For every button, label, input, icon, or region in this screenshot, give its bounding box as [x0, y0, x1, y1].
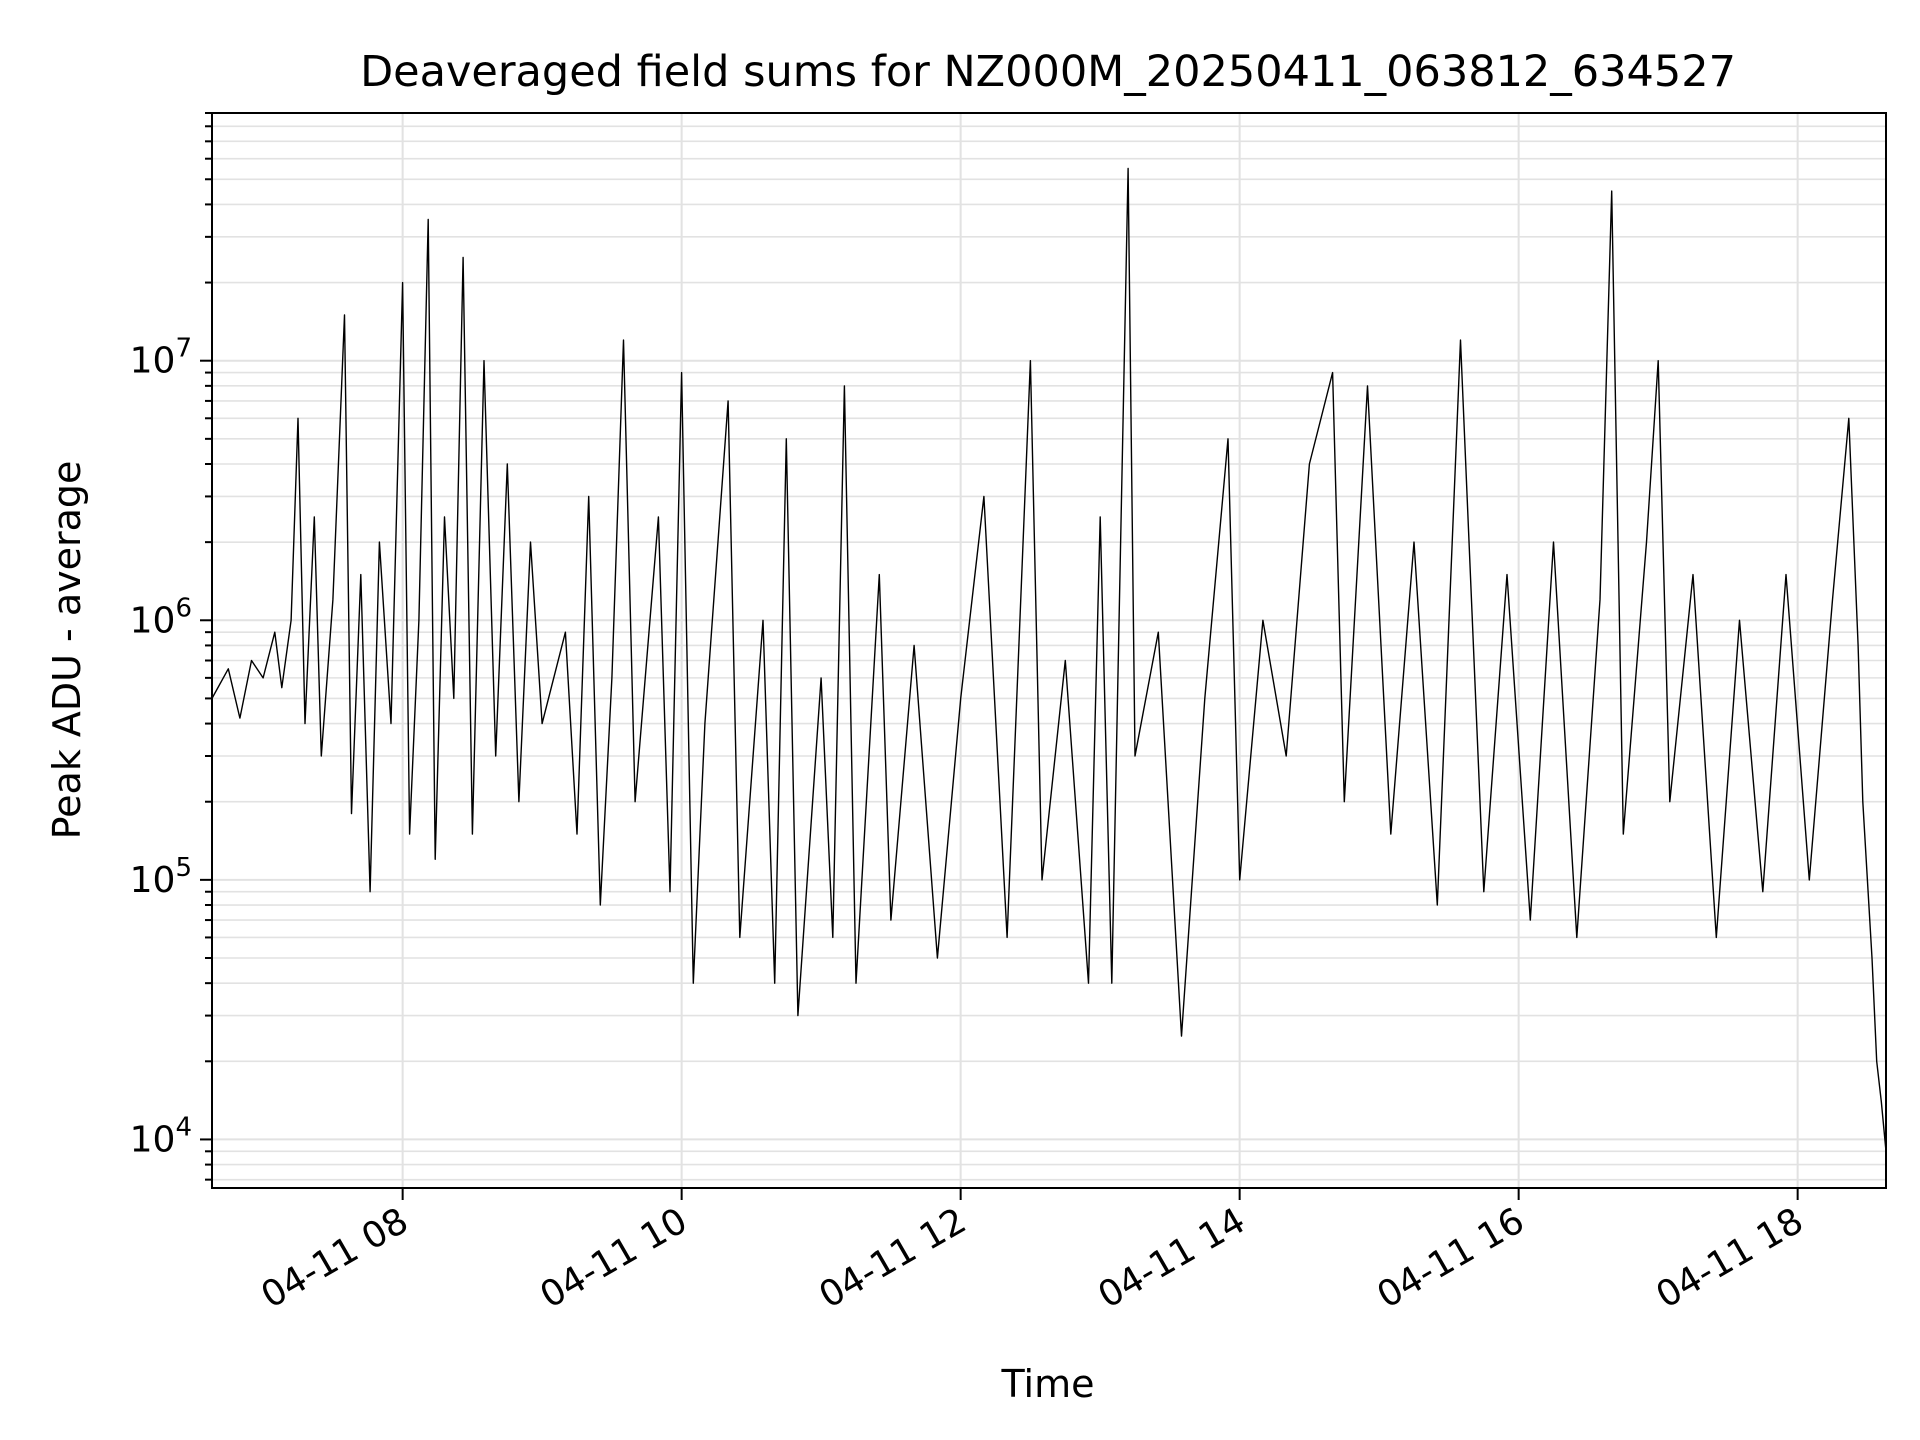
x-tick-label: 04-11 12 — [812, 1200, 973, 1316]
y-tick-label: 106 — [130, 593, 192, 641]
x-tick-label: 04-11 14 — [1091, 1200, 1252, 1316]
x-tick-label: 04-11 16 — [1370, 1200, 1531, 1316]
x-tick-label: 04-11 18 — [1649, 1200, 1810, 1316]
y-axis: 104 105 106 107 — [130, 112, 212, 1181]
plot-frame — [211, 112, 1887, 1189]
x-tick-label: 04-11 08 — [254, 1200, 415, 1316]
x-axis: 04-11 08 04-11 10 04-11 12 04-11 14 04-11 16… — [254, 1188, 1810, 1317]
y-tick-label: 105 — [130, 853, 192, 901]
x-axis-label: Time — [1001, 1362, 1095, 1406]
data-series — [211, 167, 1887, 1152]
y-tick-label: 107 — [130, 334, 192, 382]
x-tick-label: 04-11 10 — [533, 1200, 694, 1316]
y-axis-label: Peak ADU - average — [45, 461, 89, 840]
y-tick-label: 104 — [130, 1112, 192, 1160]
series-line — [211, 167, 1887, 1152]
chart-title: Deaveraged field sums for NZ000M_2025041… — [360, 47, 1736, 97]
